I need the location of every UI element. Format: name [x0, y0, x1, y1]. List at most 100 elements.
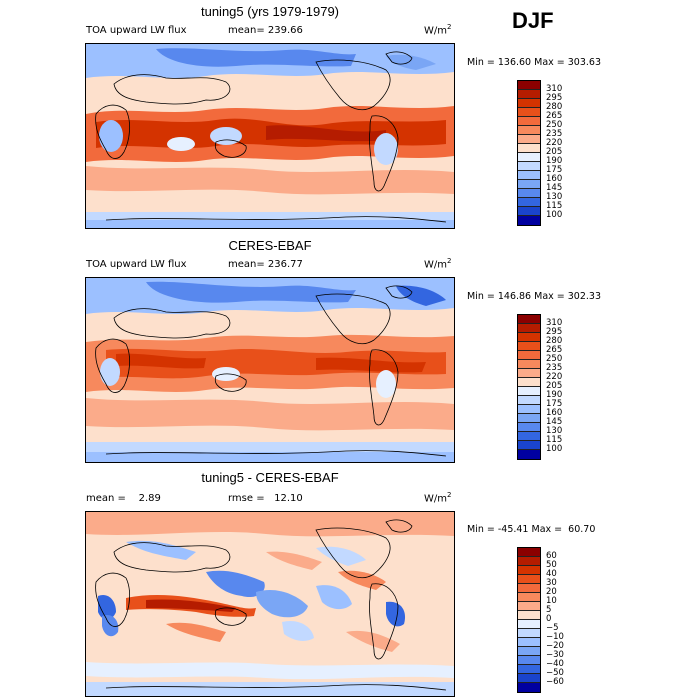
colorbar-swatch	[518, 602, 540, 611]
colorbar-swatch	[518, 593, 540, 602]
colorbar-label: 145	[546, 416, 563, 427]
colorbar-label: 130	[546, 425, 563, 436]
panel-1-map	[85, 43, 455, 229]
colorbar-swatch	[518, 647, 540, 656]
colorbar-label: 295	[546, 92, 563, 103]
colorbar-swatch	[518, 629, 540, 638]
panel-2-mean: mean= 236.77	[228, 259, 303, 270]
colorbar-swatch	[518, 548, 540, 557]
colorbar-label: 160	[546, 173, 563, 184]
colorbar-label: 265	[546, 110, 563, 121]
panel-3-rmse: rmse = 12.10	[228, 493, 303, 504]
colorbar-swatch	[518, 216, 540, 225]
colorbar-label: 190	[546, 389, 563, 400]
colorbar-swatch	[518, 324, 540, 333]
colorbar-swatch	[518, 683, 540, 692]
colorbar-swatch	[518, 360, 540, 369]
panel-1-minmax: Min = 136.60 Max = 303.63	[467, 57, 601, 68]
panel-3-units: W/m2	[424, 491, 452, 505]
colorbar-swatch	[518, 665, 540, 674]
colorbar-swatch	[518, 108, 540, 117]
colorbar-swatch	[518, 315, 540, 324]
colorbar-label: 10	[546, 595, 557, 606]
colorbar-label: −50	[546, 667, 564, 678]
panel-3-title: tuning5 - CERES-EBAF	[201, 470, 339, 485]
panel-3-colorbar	[517, 547, 541, 693]
colorbar-swatch	[518, 153, 540, 162]
colorbar-label: 50	[546, 559, 557, 570]
colorbar-label: 160	[546, 407, 563, 418]
colorbar-label: 100	[546, 209, 563, 220]
colorbar-swatch	[518, 405, 540, 414]
colorbar-swatch	[518, 117, 540, 126]
colorbar-swatch	[518, 171, 540, 180]
colorbar-label: 40	[546, 568, 557, 579]
colorbar-swatch	[518, 81, 540, 90]
colorbar-label: 115	[546, 434, 563, 445]
colorbar-swatch	[518, 387, 540, 396]
colorbar-swatch	[518, 189, 540, 198]
panel-2-colorbar	[517, 314, 541, 460]
colorbar-label: −20	[546, 640, 564, 651]
colorbar-swatch	[518, 620, 540, 629]
colorbar-swatch	[518, 638, 540, 647]
colorbar-label: −30	[546, 649, 564, 660]
panel-1-variable: TOA upward LW flux	[86, 25, 187, 36]
colorbar-swatch	[518, 423, 540, 432]
colorbar-label: 205	[546, 380, 563, 391]
colorbar-label: 115	[546, 200, 563, 211]
colorbar-swatch	[518, 207, 540, 216]
colorbar-label: 145	[546, 182, 563, 193]
colorbar-swatch	[518, 432, 540, 441]
colorbar-label: 310	[546, 317, 563, 328]
panel-3-mean: mean = 2.89	[86, 493, 161, 504]
colorbar-label: 310	[546, 83, 563, 94]
colorbar-label: 175	[546, 164, 563, 175]
colorbar-label: 235	[546, 128, 563, 139]
colorbar-swatch	[518, 450, 540, 459]
colorbar-label: 20	[546, 586, 557, 597]
colorbar-swatch	[518, 90, 540, 99]
colorbar-swatch	[518, 162, 540, 171]
colorbar-label: 100	[546, 443, 563, 454]
colorbar-label: 265	[546, 344, 563, 355]
colorbar-label: −10	[546, 631, 564, 642]
colorbar-label: 250	[546, 353, 563, 364]
colorbar-label: −60	[546, 676, 564, 687]
colorbar-swatch	[518, 656, 540, 665]
colorbar-swatch	[518, 611, 540, 620]
colorbar-swatch	[518, 342, 540, 351]
colorbar-label: 175	[546, 398, 563, 409]
colorbar-swatch	[518, 198, 540, 207]
colorbar-label: −40	[546, 658, 564, 669]
colorbar-swatch	[518, 414, 540, 423]
panel-3-minmax: Min = -45.41 Max = 60.70	[467, 524, 596, 535]
panel-2-map	[85, 277, 455, 463]
colorbar-swatch	[518, 333, 540, 342]
colorbar-swatch	[518, 674, 540, 683]
panel-2-title: CERES-EBAF	[228, 238, 312, 253]
colorbar-label: 5	[546, 604, 552, 615]
colorbar-label: 190	[546, 155, 563, 166]
colorbar-swatch	[518, 180, 540, 189]
colorbar-swatch	[518, 144, 540, 153]
colorbar-label: 295	[546, 326, 563, 337]
panel-3-map	[85, 511, 455, 697]
colorbar-label: 30	[546, 577, 557, 588]
colorbar-swatch	[518, 351, 540, 360]
panel-2-minmax: Min = 146.86 Max = 302.33	[467, 291, 601, 302]
panel-1-title: tuning5 (yrs 1979-1979)	[200, 4, 340, 19]
colorbar-swatch	[518, 566, 540, 575]
colorbar-swatch	[518, 557, 540, 566]
colorbar-swatch	[518, 441, 540, 450]
colorbar-swatch	[518, 575, 540, 584]
panel-1-colorbar	[517, 80, 541, 226]
colorbar-swatch	[518, 584, 540, 593]
colorbar-swatch	[518, 396, 540, 405]
colorbar-label: 250	[546, 119, 563, 130]
colorbar-label: 205	[546, 146, 563, 157]
colorbar-label: −5	[546, 622, 559, 633]
colorbar-label: 220	[546, 137, 563, 148]
panel-1-mean: mean= 239.66	[228, 25, 303, 36]
colorbar-label: 220	[546, 371, 563, 382]
